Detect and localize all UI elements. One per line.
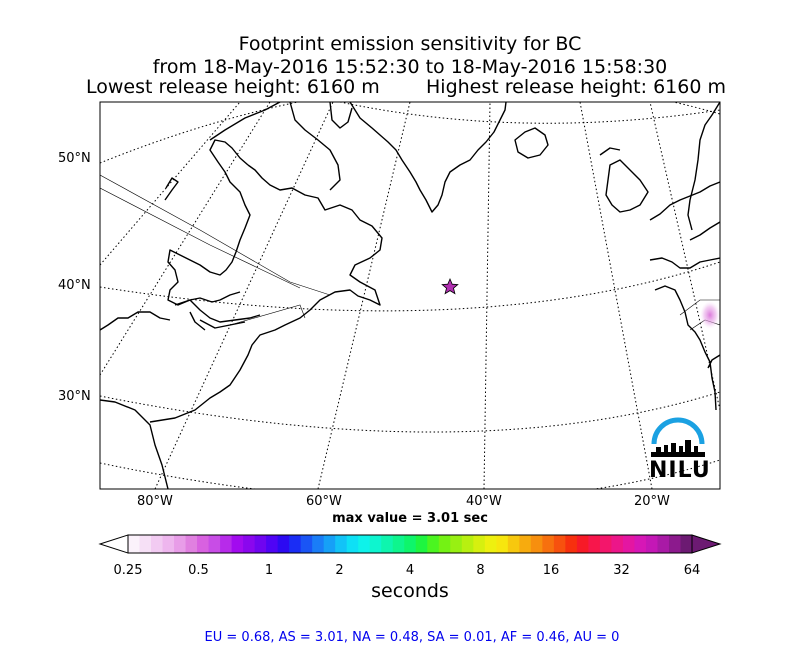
- colorbar-cell: [565, 535, 578, 553]
- colorbar-cell: [381, 535, 394, 553]
- colorbar-cell: [392, 535, 405, 553]
- colorbar-cell: [530, 535, 543, 553]
- colorbar-cell: [438, 535, 451, 553]
- colorbar-cell: [289, 535, 302, 553]
- colorbar-cell: [404, 535, 417, 553]
- colorbar-cell: [553, 535, 566, 553]
- colorbar-high-extend: [691, 534, 722, 554]
- highest-release-height: Highest release height: 6160 m: [426, 76, 726, 98]
- map-frame: [99, 101, 721, 490]
- colorbar-cell: [346, 535, 359, 553]
- colorbar-cell: [542, 535, 555, 553]
- colorbar-cell: [576, 535, 590, 553]
- coastlines: [100, 102, 720, 489]
- colorbar-cell: [220, 535, 233, 553]
- colorbar-tick-8: 64: [683, 563, 701, 578]
- nilu-logo-text: NILU: [649, 458, 711, 483]
- latitude-lines: [100, 102, 720, 489]
- colorbar-cell: [484, 535, 497, 553]
- colorbar-cell: [461, 535, 474, 553]
- colorbar-low-extend: [98, 534, 129, 554]
- colorbar-tick-0: 0.25: [113, 563, 143, 578]
- colorbar-cell: [496, 535, 509, 553]
- colorbar-tick-7: 32: [613, 563, 630, 578]
- colorbar-cell: [588, 535, 601, 553]
- colorbar-cell: [185, 535, 198, 553]
- colorbar-cell: [208, 535, 221, 553]
- colorbar-cell: [415, 535, 428, 553]
- lon-label-20w: 20°W: [634, 494, 670, 509]
- colorbar-cell: [243, 535, 256, 553]
- lon-label-60w: 60°W: [306, 494, 342, 509]
- colorbar-cell: [599, 535, 613, 553]
- colorbar-frame: [127, 534, 693, 554]
- lat-label-50n: 50°N: [58, 151, 91, 166]
- colorbar-cell: [668, 535, 682, 553]
- colorbar-tick-1: 0.5: [188, 563, 209, 578]
- lowest-release-height: Lowest release height: 6160 m: [86, 76, 380, 98]
- colorbar-cell: [151, 535, 164, 553]
- colorbar-label: seconds: [371, 580, 449, 602]
- region-summary: EU = 0.68, AS = 3.01, NA = 0.48, SA = 0.…: [204, 630, 620, 645]
- colorbar-cell: [266, 535, 279, 553]
- colorbar-cell: [473, 535, 486, 553]
- colorbar-cell: [358, 535, 371, 553]
- max-value-text: max value = 3.01 sec: [332, 511, 488, 526]
- sensitivity-blob: [700, 301, 720, 329]
- lat-label-30n: 30°N: [58, 389, 91, 404]
- title-line-1: Footprint emission sensitivity for BC: [238, 33, 582, 55]
- release-point-star: [441, 277, 459, 295]
- lon-label-80w: 80°W: [137, 494, 173, 509]
- colorbar-tick-2: 1: [264, 563, 274, 578]
- colorbar-cell: [174, 535, 187, 553]
- colorbar-cell: [611, 535, 624, 553]
- colorbar-tick-3: 2: [335, 563, 344, 578]
- lon-label-40w: 40°W: [466, 494, 502, 509]
- colorbar-cell: [139, 535, 152, 553]
- colorbar-cell: [622, 535, 636, 553]
- colorbar-cell: [634, 535, 647, 553]
- colorbar-cell: [335, 535, 348, 553]
- colorbar-cell: [277, 535, 290, 553]
- colorbar-tick-5: 8: [476, 563, 485, 578]
- colorbar-cell: [657, 535, 670, 553]
- lat-label-40n: 40°N: [58, 278, 91, 293]
- title-line-2: from 18-May-2016 15:52:30 to 18-May-2016…: [152, 56, 668, 78]
- colorbar-cell: [450, 535, 463, 553]
- nilu-logo: [651, 417, 705, 457]
- colorbar-cell: [231, 535, 244, 553]
- colorbar-cell: [369, 535, 382, 553]
- colorbar-cell: [645, 535, 659, 553]
- colorbar-cell: [519, 535, 532, 553]
- colorbar-cell: [162, 535, 175, 553]
- colorbar-cell: [680, 535, 693, 553]
- colorbar-cell: [507, 535, 520, 553]
- colorbar-cell: [323, 535, 336, 553]
- colorbar-cell: [427, 535, 440, 553]
- colorbar-tick-4: 4: [405, 563, 415, 578]
- colorbar-cell: [197, 535, 210, 553]
- colorbar-cell: [254, 535, 267, 553]
- colorbar-cell: [312, 535, 325, 553]
- colorbar-tick-6: 16: [542, 563, 560, 578]
- colorbar-cell: [300, 535, 313, 553]
- colorbar-cell: [128, 535, 141, 553]
